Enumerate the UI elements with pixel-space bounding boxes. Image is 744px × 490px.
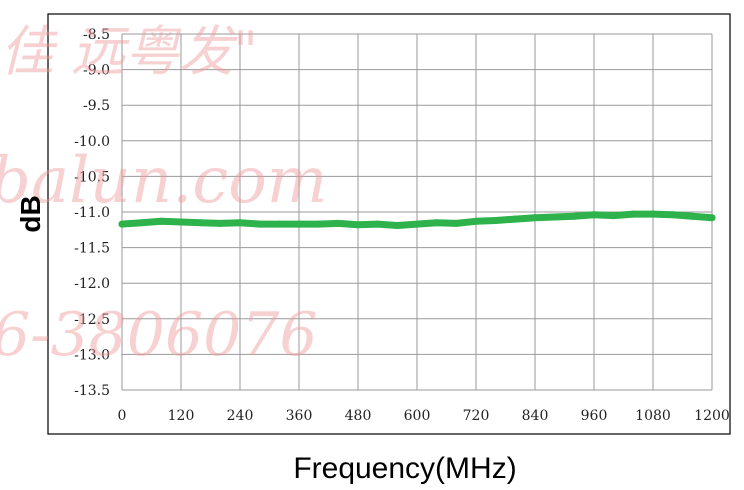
y-tick-label: -12.5: [74, 312, 110, 328]
y-tick-label: -8.5: [83, 27, 110, 43]
data-point: [669, 211, 677, 219]
plot-frame: [47, 13, 731, 435]
data-point: [354, 221, 362, 229]
data-point: [315, 220, 323, 228]
y-tick-label: -12.0: [74, 276, 110, 292]
watermark-text-2: balun.com: [0, 144, 327, 218]
data-point: [275, 220, 283, 228]
y-tick-label: -9.0: [83, 63, 110, 79]
y-tick-label: -9.5: [83, 98, 110, 114]
data-point: [570, 212, 578, 220]
data-point: [708, 214, 716, 222]
x-tick-labels: 0 120 240 360 480 600 720 840 960 1080 1200: [118, 408, 730, 424]
x-tick-label: 240: [227, 408, 254, 424]
y-tick-labels: -8.5 -9.0 -9.5 -10.0 -10.5 -11.0 -11.5 -12.0 -12…: [74, 27, 110, 399]
y-tick-label: -11.5: [74, 241, 110, 257]
data-point: [177, 218, 185, 226]
watermark-text-1: 佳 远粤发": [0, 20, 258, 83]
y-tick-label: -11.0: [74, 205, 110, 221]
x-tick-label: 600: [404, 408, 431, 424]
x-tick-label: 960: [581, 408, 608, 424]
data-point: [334, 219, 342, 227]
x-tick-label: 480: [345, 408, 372, 424]
x-tick-label: 1200: [694, 408, 730, 424]
series-group: [118, 210, 716, 229]
data-point: [118, 220, 126, 228]
watermark-text-3: 6-3806076: [0, 300, 318, 370]
data-point: [393, 222, 401, 229]
data-point: [433, 219, 441, 227]
data-point: [295, 220, 303, 228]
x-tick-label: 0: [118, 408, 127, 424]
data-point: [157, 217, 165, 225]
data-point: [511, 215, 519, 223]
y-axis-label: dB: [15, 195, 46, 232]
data-point: [590, 211, 598, 219]
data-point: [551, 213, 559, 221]
y-tick-label: -13.0: [74, 347, 110, 363]
y-tick-label: -10.5: [74, 169, 110, 185]
data-point: [452, 219, 460, 227]
x-tick-label: 720: [463, 408, 490, 424]
data-point: [688, 212, 696, 220]
data-point: [236, 219, 244, 227]
x-tick-label: 840: [522, 408, 549, 424]
y-tick-label: -13.5: [74, 383, 110, 399]
data-point: [197, 219, 205, 227]
x-tick-label: 360: [286, 408, 313, 424]
data-point: [629, 210, 637, 218]
x-tick-label: 1080: [635, 408, 671, 424]
data-point: [256, 220, 264, 228]
data-point: [531, 214, 539, 222]
data-point: [649, 210, 657, 218]
data-point: [492, 217, 500, 224]
data-point: [472, 217, 480, 225]
data-point: [413, 220, 421, 228]
y-tick-label: -10.0: [74, 134, 110, 150]
data-point: [138, 219, 146, 227]
data-point: [610, 212, 618, 220]
x-axis-label: Frequency(MHz): [293, 452, 516, 485]
x-tick-label: 120: [168, 408, 195, 424]
data-point: [216, 219, 224, 227]
data-point: [374, 220, 382, 228]
